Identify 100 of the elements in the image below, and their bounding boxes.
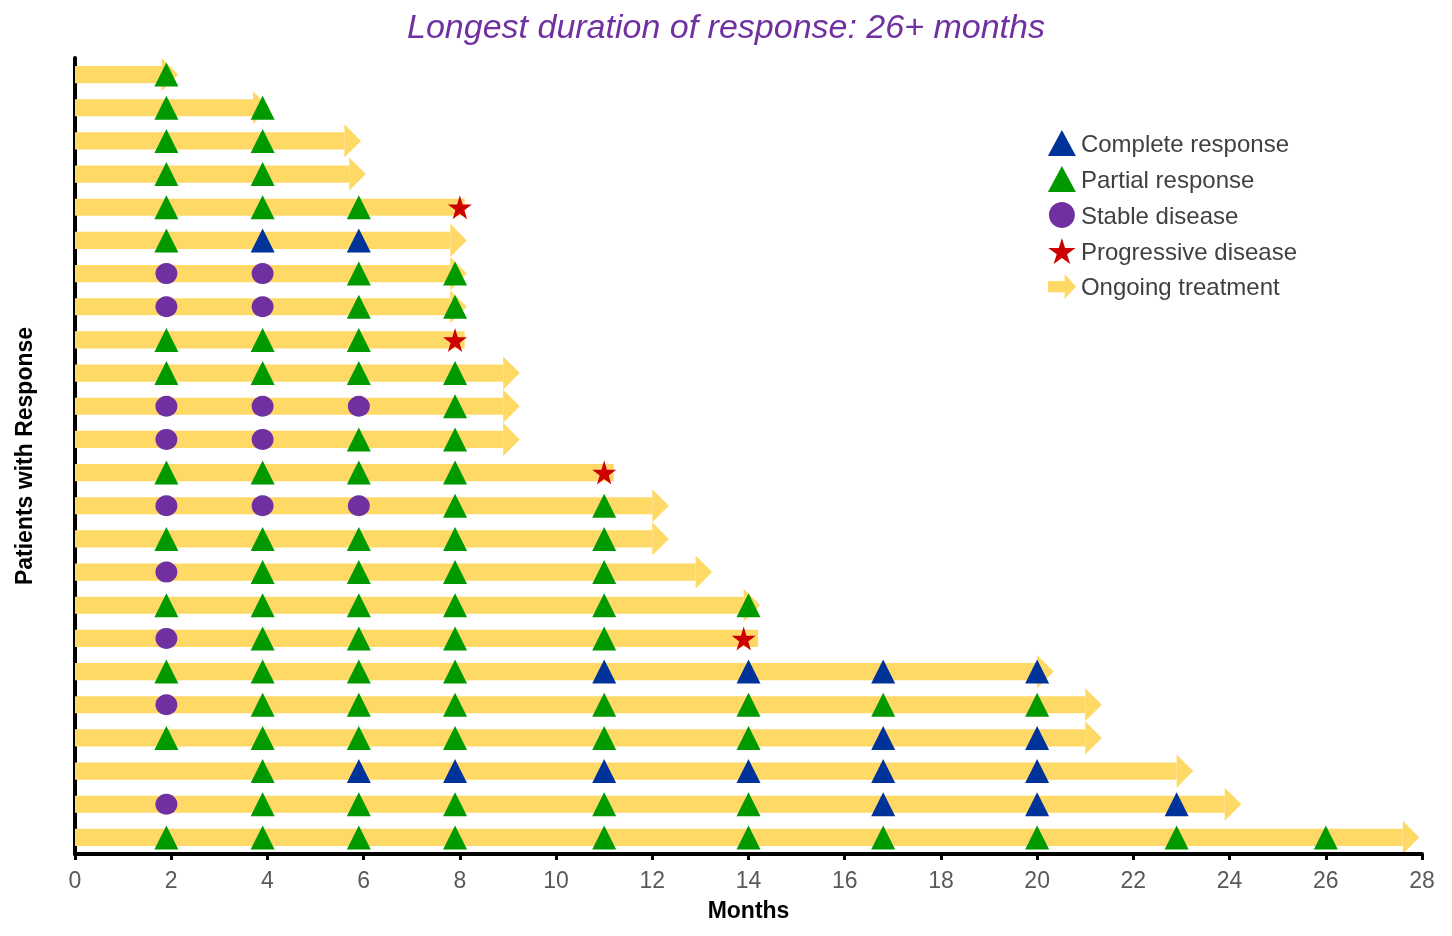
point [154,327,179,352]
point [250,792,275,817]
point [346,725,371,750]
point [155,395,178,417]
point [154,593,179,618]
point [1025,659,1050,684]
point [443,526,468,551]
point [250,162,275,187]
point [871,659,896,684]
point [443,692,468,717]
point [443,261,468,286]
x-tick-label: 22 [1120,866,1147,893]
point [154,162,179,187]
point [443,361,468,386]
point [154,95,179,120]
point [1025,725,1050,750]
point [736,692,761,717]
x-tick-label: 4 [261,866,275,893]
x-tick-label: 20 [1024,866,1050,893]
point [251,296,274,318]
point [250,327,275,352]
point [592,493,617,518]
legend-label: Stable disease [1080,201,1239,229]
point [443,759,468,784]
x-tick-label: 2 [164,866,178,893]
point [347,495,370,517]
point [154,526,179,551]
x-tick-label: 12 [639,866,666,893]
point [347,395,370,417]
point [1025,692,1050,717]
point [443,460,468,485]
point [443,593,468,618]
x-tick-label: 6 [357,866,371,893]
point [154,725,179,750]
point [1025,825,1050,850]
point [155,428,178,450]
point [251,495,274,517]
point [346,294,371,319]
point [736,659,761,684]
legend-label: Partial response [1080,165,1255,193]
point [250,228,275,253]
x-tick-label: 24 [1216,866,1243,893]
x-tick-label: 26 [1312,866,1339,893]
point [250,759,275,784]
x-tick-label: 8 [453,866,467,893]
point [155,495,178,517]
point [592,526,617,551]
point [346,792,371,817]
chart-title: Longest duration of response: 26+ months [407,7,1045,45]
point [736,792,761,817]
point [154,195,179,220]
point [155,793,178,815]
point [1164,825,1189,850]
point [871,759,896,784]
point [155,561,178,583]
point [250,659,275,684]
x-tick-label: 16 [831,866,858,893]
point [250,361,275,386]
point [346,460,371,485]
point [346,759,371,784]
point [443,792,468,817]
x-tick-label: 18 [928,866,954,893]
point [592,792,617,817]
point [592,560,617,585]
point [443,493,468,518]
point [1164,792,1189,817]
point [154,825,179,850]
x-tick-label: 14 [735,866,762,893]
point [736,825,761,850]
point [250,560,275,585]
point [871,725,896,750]
point [250,692,275,717]
point [592,825,617,850]
point [443,626,468,651]
point [154,128,179,153]
point [731,626,756,651]
point [443,725,468,750]
point [154,62,179,87]
point [443,560,468,585]
y-axis-title: Patients with Response [10,326,37,586]
point [443,825,468,850]
point [155,263,178,285]
point [155,296,178,318]
point [346,560,371,585]
point [443,294,468,319]
point [447,195,472,220]
point [250,460,275,485]
point [251,428,274,450]
point [1313,825,1338,850]
point [346,593,371,618]
point [346,361,371,386]
point [871,692,896,717]
point [250,128,275,153]
point [346,659,371,684]
point [443,427,468,452]
point [251,395,274,417]
point [346,825,371,850]
point [592,593,617,618]
point [592,692,617,717]
point [346,195,371,220]
